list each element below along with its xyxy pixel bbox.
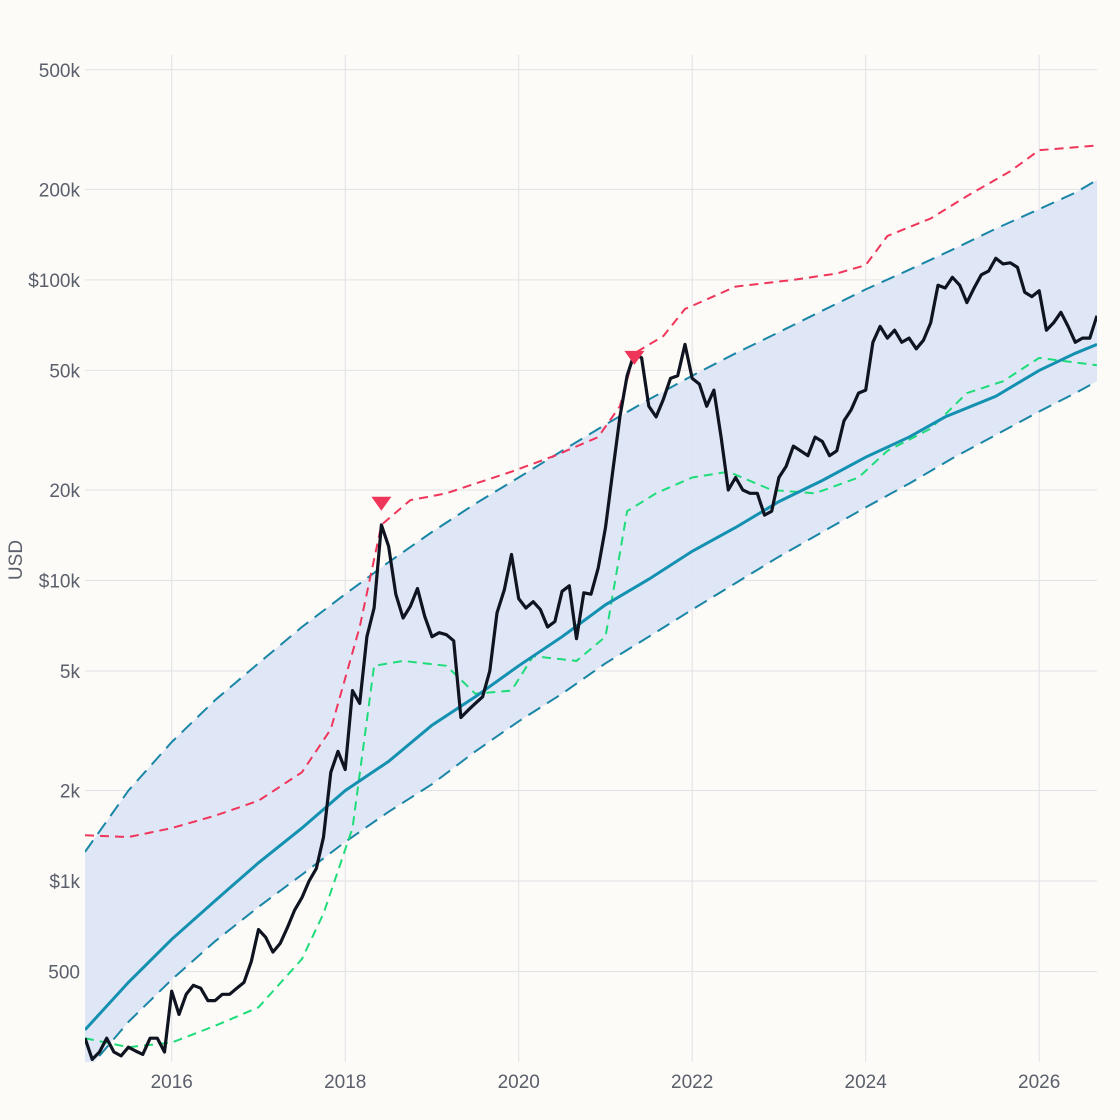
band-fill [85, 180, 1097, 1062]
y-tick-label: 500 [48, 963, 80, 984]
x-tick-label: 2024 [845, 1072, 888, 1093]
y-tick-label: 5k [60, 662, 81, 683]
upper-envelope-line [85, 144, 1097, 839]
band-upper-line [85, 179, 1097, 853]
price-line [85, 256, 1097, 1061]
peak-marker [624, 350, 645, 365]
x-tick-label: 2022 [671, 1072, 713, 1093]
y-tick-label: 20k [49, 481, 80, 502]
axes: 500 $1k 2k 5k $10k 20k 50k $100k 200k 500k 2016 201… [28, 61, 1060, 1093]
y-tick-label: 200k [39, 180, 81, 201]
x-tick-label: 2020 [498, 1072, 540, 1093]
x-tick-label: 2026 [1018, 1072, 1060, 1093]
y-tick-label: $10k [39, 571, 81, 592]
y-tick-label: 500k [39, 61, 81, 82]
trend-line [85, 343, 1097, 1031]
y-axis-title: USD [6, 540, 27, 580]
y-tick-label: 50k [49, 361, 80, 382]
lower-envelope-line [85, 356, 1097, 1049]
y-tick-label: $100k [28, 271, 80, 292]
x-tick-label: 2018 [324, 1072, 366, 1093]
series-layer [85, 144, 1097, 1061]
x-tick-label: 2016 [151, 1072, 193, 1093]
band-area [85, 179, 1097, 1062]
peak-marker [371, 496, 392, 511]
y-tick-label: $1k [49, 872, 80, 893]
band-lower-line [92, 380, 1097, 1062]
y-tick-label: 2k [60, 782, 81, 803]
marker-layer [371, 350, 645, 511]
